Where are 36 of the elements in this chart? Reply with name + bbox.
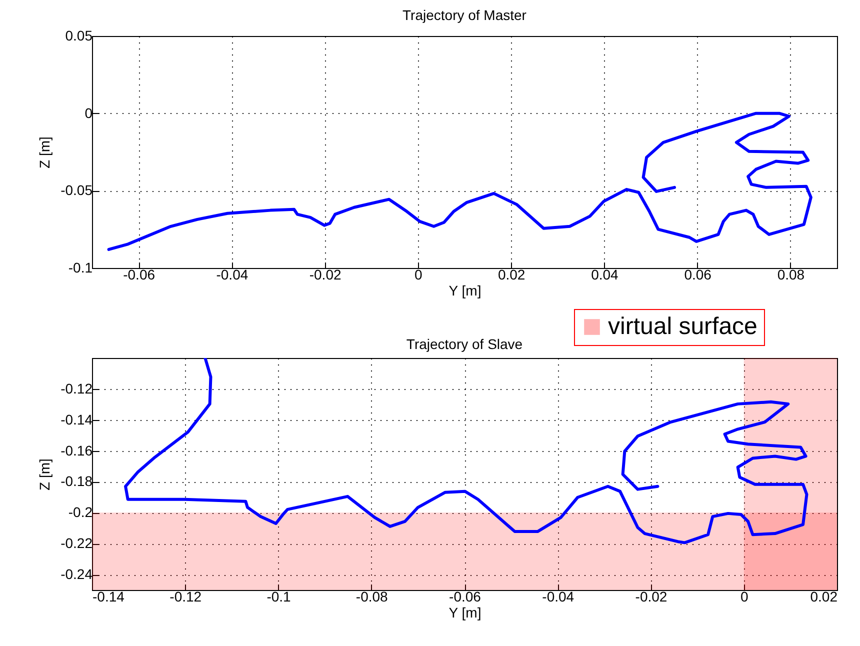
x-tick-label: 0.02	[810, 588, 838, 604]
y-tick-label: 0	[84, 104, 93, 121]
x-tick-label: -0.04	[542, 588, 574, 604]
x-axis-title: Y [m]	[448, 604, 482, 620]
x-tick-label: 0.02	[498, 266, 526, 282]
x-tick-label: -0.06	[449, 588, 482, 604]
line-series	[124, 358, 808, 544]
legend-label: virtual surface	[608, 313, 758, 340]
x-tick-label: -0.06	[123, 266, 156, 282]
y-tick-label: -0.05	[60, 182, 93, 198]
y-tick-label: -0.22	[60, 535, 93, 552]
y-axis-title: Z [m]	[36, 136, 53, 168]
x-tick-label: -0.14	[92, 588, 125, 604]
x-tick-label: 0.08	[777, 266, 805, 282]
line-series	[107, 112, 812, 251]
x-tick-label: 0	[740, 588, 748, 604]
y-tick-label: -0.2	[68, 504, 93, 520]
x-tick-label: -0.12	[170, 588, 202, 604]
x-tick-label: -0.04	[216, 266, 248, 282]
y-axis-title: Z [m]	[36, 458, 53, 490]
x-tick-label: -0.02	[635, 588, 668, 604]
x-tick-label: 0.04	[591, 266, 619, 282]
y-tick-label: -0.24	[60, 566, 93, 582]
x-tick-label: -0.08	[356, 588, 388, 604]
y-tick-label: -0.14	[60, 411, 93, 428]
y-tick-label: -0.18	[60, 473, 93, 490]
y-tick-label: 0.05	[65, 28, 93, 44]
chart-title: Trajectory of Master	[402, 7, 527, 23]
chart-title: Trajectory of Slave	[406, 336, 523, 352]
x-tick-label: 0	[414, 266, 423, 282]
y-tick-label: -0.12	[60, 380, 93, 396]
x-tick-label: -0.02	[309, 266, 342, 282]
x-axis-title: Y [m]	[448, 282, 482, 298]
y-tick-label: -0.16	[60, 442, 93, 458]
x-tick-label: -0.1	[266, 588, 292, 604]
x-tick-label: 0.06	[684, 266, 712, 282]
